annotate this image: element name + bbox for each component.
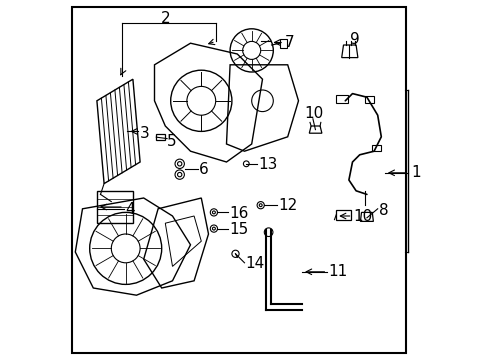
Bar: [365, 96, 373, 103]
Text: 9: 9: [349, 32, 359, 47]
Bar: [336, 95, 347, 103]
Text: 1: 1: [410, 165, 420, 180]
Text: 3: 3: [139, 126, 149, 141]
Bar: [156, 134, 165, 140]
Text: 8: 8: [378, 203, 387, 218]
Text: 10: 10: [353, 209, 372, 224]
Text: 15: 15: [229, 222, 248, 237]
Text: 14: 14: [245, 256, 264, 271]
Text: 2: 2: [160, 11, 170, 26]
Bar: [336, 210, 350, 220]
Text: 12: 12: [277, 198, 297, 213]
Text: 10: 10: [303, 106, 323, 121]
Text: 4: 4: [125, 202, 134, 217]
Bar: [371, 145, 381, 151]
Text: 6: 6: [199, 162, 208, 177]
Text: 16: 16: [229, 206, 248, 221]
Bar: [279, 39, 286, 48]
Text: 11: 11: [328, 264, 347, 279]
Text: 13: 13: [258, 157, 277, 172]
Text: 7: 7: [285, 35, 294, 50]
Text: 5: 5: [167, 134, 176, 149]
